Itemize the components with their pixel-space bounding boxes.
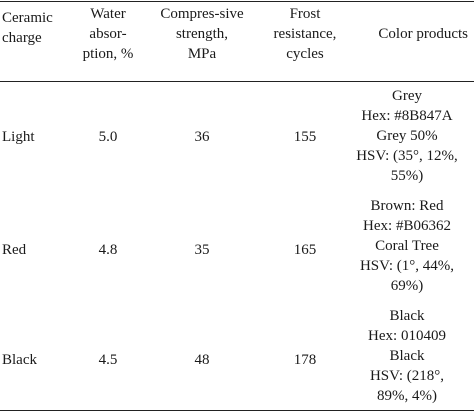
color-line: HSV: (218°, (369, 368, 445, 384)
cell-compressive-strength: 48 (194, 352, 210, 368)
cell-water-absorption: 5.0 (98, 129, 118, 145)
header-color-products: Color products (378, 24, 468, 44)
header-water-absorption: Water absor- ption, % (68, 4, 148, 64)
header-frost-resistance: Frost resistance, cycles (255, 4, 355, 64)
header-line: cycles (286, 46, 324, 62)
cell-frost-resistance: 165 (293, 242, 317, 258)
table-bottom-rule (0, 410, 474, 411)
cell-frost-resistance: 155 (293, 129, 317, 145)
cell-compressive-strength: 36 (194, 129, 210, 145)
color-line: Grey 50% (376, 128, 438, 144)
header-line: strength, (175, 26, 229, 42)
header-line: resistance, (273, 26, 337, 42)
color-line: Grey (392, 88, 422, 104)
color-line: 89%, 4%) (377, 388, 437, 404)
cell-color-products: Grey Hex: #8B847A Grey 50% HSV: (35°, 12… (342, 86, 472, 186)
header-line: charge (2, 30, 42, 46)
cell-color-products: Black Hex: 010409 Black HSV: (218°, 89%,… (342, 306, 472, 406)
header-line: absor- (89, 26, 127, 42)
color-line: Hex: #B06362 (363, 218, 451, 234)
header-line: Ceramic (2, 10, 53, 26)
color-line: 55%) (390, 168, 424, 184)
cell-water-absorption: 4.5 (98, 352, 118, 368)
cell-frost-resistance: 178 (293, 352, 317, 368)
header-line: MPa (187, 46, 217, 62)
color-line: Hex: 010409 (368, 328, 446, 344)
cell-ceramic-charge: Light (2, 129, 35, 145)
header-line: Compres-sive (160, 6, 244, 22)
header-line: Water (90, 6, 126, 22)
header-compressive-strength: Compres-sive strength, MPa (146, 4, 258, 64)
header-line: ption, % (82, 46, 134, 62)
header-separator-rule (0, 81, 474, 82)
header-line: Frost (289, 6, 321, 22)
cell-compressive-strength: 35 (194, 242, 210, 258)
table-top-rule (0, 1, 474, 2)
color-line: 69%) (390, 278, 424, 294)
color-line: HSV: (35°, 12%, (356, 148, 458, 164)
cell-ceramic-charge: Red (2, 242, 27, 258)
header-line: Color products (378, 26, 468, 42)
color-line: Brown: Red (370, 198, 444, 214)
cell-color-products: Brown: Red Hex: #B06362 Coral Tree HSV: … (342, 196, 472, 296)
color-line: Hex: #8B847A (361, 108, 453, 124)
color-line: Coral Tree (375, 238, 439, 254)
color-line: Black (389, 308, 425, 324)
color-line: HSV: (1°, 44%, (359, 258, 455, 274)
color-line: Black (389, 348, 425, 364)
cell-ceramic-charge: Black (2, 352, 37, 368)
cell-water-absorption: 4.8 (98, 242, 118, 258)
header-ceramic-charge: Ceramic charge (2, 8, 53, 48)
